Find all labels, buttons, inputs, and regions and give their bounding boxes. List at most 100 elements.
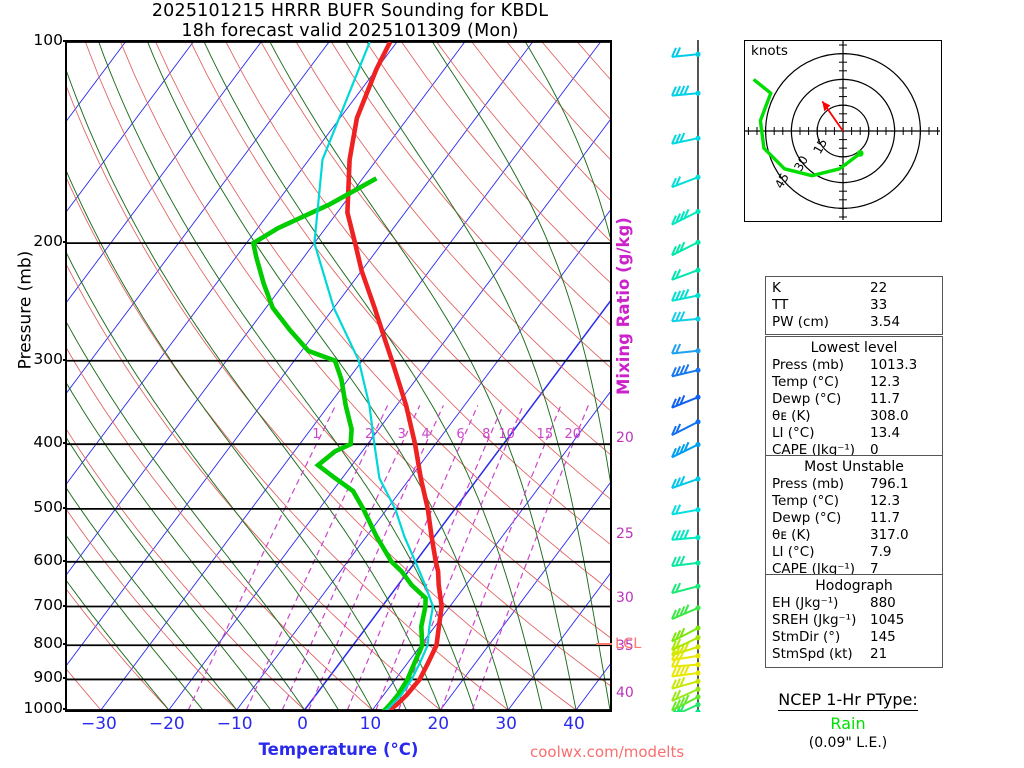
dry-adiabat-line: [85, 42, 610, 687]
isotherm-line: [67, 42, 262, 303]
lowest-level-value: 0: [870, 442, 879, 458]
mixing-ratio-axis: 20 25 30 35 40: [614, 40, 664, 712]
hodograph-ring: [764, 52, 922, 210]
lowest-level-row: Press (mb) 1013.3: [766, 357, 942, 374]
dry-adiabat-line: [471, 42, 610, 201]
hodograph-stat-row: StmDir (°) 145: [766, 629, 942, 646]
isotherm-line: [439, 482, 610, 710]
temperature-axis: −30 −20 −10 0 10 20 30 40: [65, 714, 612, 764]
mixing-ratio-line-label: 15: [537, 427, 554, 442]
wind-barb: [671, 419, 701, 437]
mixing-ratio-line: [398, 405, 524, 710]
pressure-tick-label: 600: [33, 550, 63, 569]
mixing-ratio-tick-label: 30: [616, 590, 634, 606]
most-unstable-value: 12.3: [870, 493, 901, 509]
stability-index-key: K: [772, 280, 781, 296]
temperature-tick-label: 30: [495, 714, 517, 734]
lowest-level-key: θᴇ (K): [772, 408, 811, 424]
lowest-level-key: CAPE (Jkg⁻¹): [772, 442, 856, 458]
dry-adiabat-line: [67, 348, 373, 710]
title-line-2: 18h forecast valid 2025101309 (Mon): [181, 20, 519, 41]
dry-adiabat-line: [401, 42, 610, 283]
most-unstable-key: Press (mb): [772, 476, 845, 492]
mixing-ratio-line: [471, 405, 589, 710]
hodograph-stat-value: 21: [870, 646, 888, 662]
most-unstable-title: Most Unstable: [804, 459, 904, 475]
dry-adiabat-line: [436, 42, 610, 242]
wind-barb: [671, 555, 701, 567]
pressure-tick-label: 500: [33, 497, 63, 516]
title-line-1: 2025101215 HRRR BUFR Sounding for KBDL: [151, 1, 549, 21]
sounding-wet-bulb-line: [313, 42, 435, 710]
ptype-amount: (0.09" L.E.): [808, 735, 888, 751]
most-unstable-value: 796.1: [870, 476, 909, 492]
pressure-axis: 100 200 300 400 500 600 700 800 900 1000: [0, 31, 70, 717]
lowest-level-value: 308.0: [870, 408, 909, 424]
hodograph-stat-value: 1045: [870, 612, 905, 628]
dry-adiabat-line: [155, 42, 610, 591]
pressure-tick-label: 1000: [23, 699, 63, 717]
moist-adiabat-line: [67, 437, 271, 710]
sounding-dewpoint-line: [250, 176, 428, 710]
temperature-axis-label: Temperature (°C): [258, 740, 419, 759]
moist-adiabat-line: [432, 42, 610, 483]
mixing-ratio-line-label: 10: [498, 427, 515, 442]
lowest-level-value: 12.3: [870, 374, 901, 390]
wind-barb: [671, 208, 701, 226]
moist-adiabat-line: [147, 42, 509, 710]
moist-adiabat-line: [67, 322, 339, 710]
mixing-ratio-line-label: 4: [422, 427, 430, 442]
wind-barb-canvas: [671, 40, 701, 721]
isotherm-line: [67, 42, 194, 212]
lcl-dash-icon: [596, 643, 612, 645]
wind-barb: [671, 604, 701, 620]
lowest-level-row: θᴇ (K) 308.0: [766, 408, 942, 425]
most-unstable-row: Press (mb) 796.1: [766, 476, 942, 493]
ptype-section: NCEP 1-Hr PType: Rain (0.09" L.E.): [748, 690, 948, 751]
wind-barb: [671, 47, 701, 58]
mixing-ratio-line-label: 2: [365, 427, 373, 442]
hodograph-surface-point: [856, 149, 864, 157]
ptype-value: Rain: [830, 714, 866, 733]
isotherm-line: [67, 42, 330, 394]
stability-index-row: K 22: [766, 280, 942, 297]
wind-barb: [671, 441, 701, 459]
lowest-level-value: 1013.3: [870, 357, 918, 373]
wind-barb-column: [664, 40, 728, 721]
pressure-tick-label: 100: [33, 31, 63, 49]
pressure-axis-label: Pressure (mb): [15, 250, 36, 370]
stability-index-row: PW (cm) 3.54: [766, 314, 942, 331]
moist-adiabat-line: [67, 171, 407, 710]
moist-adiabat-line: [525, 42, 610, 239]
wind-barb: [671, 504, 701, 516]
hodograph-plot: 15 30 45 knots: [744, 35, 942, 227]
temperature-tick-label: 40: [563, 714, 585, 734]
temperature-tick-label: −30: [80, 714, 117, 734]
mixing-ratio-tick-label: 25: [616, 526, 634, 542]
hodograph-stat-key: StmDir (°): [772, 629, 841, 645]
isotherm-line: [236, 210, 610, 710]
wind-barb: [671, 694, 701, 712]
mixing-ratio-line: [375, 405, 504, 710]
isotherm-line: [303, 300, 610, 710]
isotherm-line: [67, 42, 533, 666]
pressure-tick-label: 700: [33, 595, 63, 614]
most-unstable-value: 7.9: [870, 544, 892, 560]
moist-adiabat-line: [67, 488, 238, 710]
isotherm-line: [67, 42, 466, 575]
hodograph-units-label: knots: [751, 43, 788, 59]
isotherm-line: [372, 391, 610, 710]
wind-barb: [671, 132, 701, 145]
hodograph-trace: [752, 78, 862, 178]
mixing-ratio-tick-label: 20: [616, 430, 634, 446]
dry-adiabat-line: [225, 42, 610, 500]
temperature-tick-label: 20: [427, 714, 450, 734]
most-unstable-key: Temp (°C): [772, 493, 839, 509]
pressure-tick-label: 200: [33, 232, 63, 251]
temperature-tick-label: 0: [297, 714, 308, 734]
lowest-level-row: Temp (°C) 12.3: [766, 374, 942, 391]
lowest-level-row: LI (°C) 13.4: [766, 425, 942, 442]
hodograph-stat-row: StmSpd (kt) 21: [766, 646, 942, 663]
moist-adiabat-line: [67, 252, 373, 710]
